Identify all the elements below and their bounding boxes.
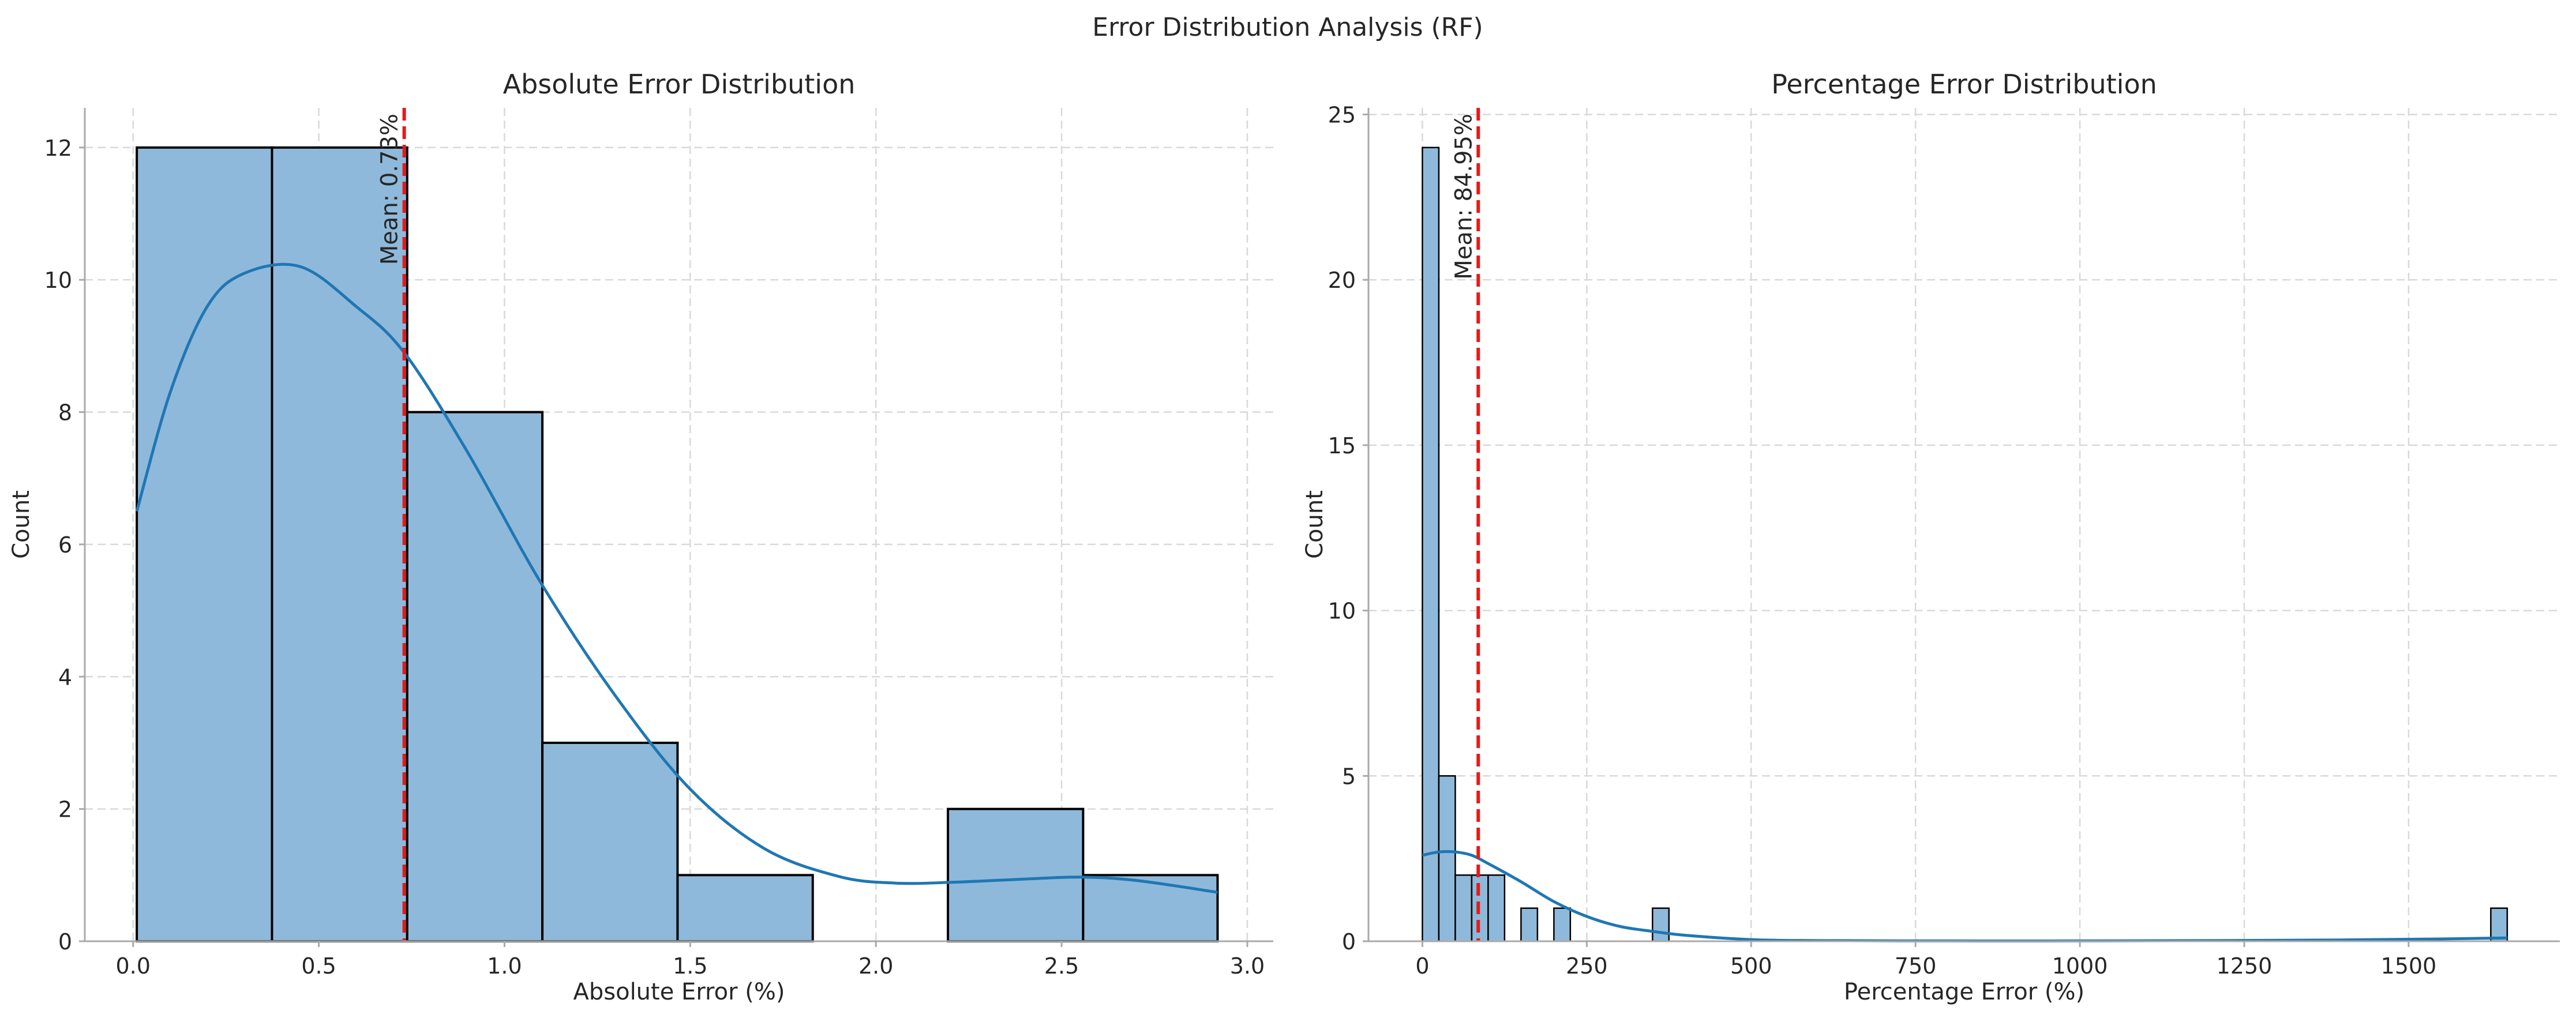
abs-x-tick-label: 0.0 (115, 953, 150, 979)
abs-histogram-bar (947, 807, 1085, 942)
abs-x-tick-label: 1.0 (487, 953, 522, 979)
pct-x-tick-label: 1250 (2217, 953, 2273, 979)
abs-histogram-bar (406, 411, 544, 942)
abs-histogram-bar (676, 874, 814, 943)
pct-histogram-bar (2490, 907, 2508, 942)
pct-x-axis-label: Percentage Error (%) (1844, 979, 2084, 1005)
pct-y-tick-label: 10 (1328, 599, 1356, 624)
pct-x-tick-label: 250 (1566, 953, 1608, 979)
figure-suptitle: Error Distribution Analysis (RF) (1092, 13, 1483, 42)
pct-y-tick-label: 25 (1328, 102, 1356, 127)
abs-x-tick-label: 0.5 (301, 953, 336, 979)
abs-histogram-bar (271, 146, 408, 942)
pct-y-axis-label: Count (1302, 490, 1328, 559)
abs-chart-title: Absolute Error Distribution (503, 69, 856, 100)
pct-kde-curve (1422, 850, 2507, 942)
pct-x-tick-label: 0 (1415, 953, 1429, 979)
pct-x-tick-label: 1500 (2381, 953, 2437, 979)
pct-x-tick-label: 1000 (2052, 953, 2108, 979)
pct-y-tick-label: 15 (1328, 433, 1356, 459)
abs-y-tick-label: 10 (44, 268, 72, 293)
pct-y-tick-label: 20 (1328, 268, 1356, 293)
pct-histogram-bar (1520, 907, 1539, 942)
abs-histogram-bar (1082, 874, 1219, 943)
percentage-error-panel: Mean: 84.95% 0 250 500 750 1000 1250 1500 0 5 10 15… (1302, 69, 2560, 1005)
abs-y-tick-label: 6 (58, 532, 72, 558)
abs-x-axis-label: Absolute Error (%) (573, 979, 785, 1005)
abs-x-tick-label: 2.5 (1044, 953, 1079, 979)
pct-chart-title: Percentage Error Distribution (1771, 69, 2157, 100)
abs-mean-label: Mean: 0.73% (377, 114, 403, 265)
abs-y-tick-label: 2 (58, 797, 72, 822)
abs-x-tick-label: 2.0 (858, 953, 893, 979)
pct-x-tick-label: 750 (1895, 953, 1937, 979)
pct-histogram-bar (1652, 907, 1670, 942)
abs-histogram-bar (136, 146, 273, 942)
abs-x-tick-label: 3.0 (1230, 953, 1265, 979)
pct-histogram-bar (1454, 874, 1473, 942)
abs-kde-curve (135, 262, 1218, 894)
abs-y-axis-label: Count (8, 490, 35, 559)
abs-histogram-bar (541, 741, 679, 942)
absolute-error-panel: Mean: 0.73% 0.0 0.5 1.0 1.5 2.0 2.5 3.0 0 2 4 6 8 10 1… (8, 69, 1273, 1005)
abs-y-tick-label: 4 (58, 664, 72, 690)
pct-histogram-bar (1487, 874, 1506, 942)
pct-histogram-bar (1422, 146, 1440, 942)
pct-x-tick-label: 500 (1730, 953, 1772, 979)
pct-histogram-bar (1438, 775, 1456, 942)
pct-mean-label: Mean: 84.95% (1450, 114, 1477, 280)
pct-y-tick-label: 5 (1342, 764, 1356, 789)
abs-x-tick-label: 1.5 (673, 953, 707, 979)
abs-y-tick-label: 12 (44, 136, 72, 161)
abs-y-tick-label: 8 (58, 400, 72, 426)
pct-y-tick-label: 0 (1342, 929, 1356, 955)
abs-y-tick-label: 0 (58, 929, 72, 955)
pct-histogram-bar (1553, 907, 1572, 942)
